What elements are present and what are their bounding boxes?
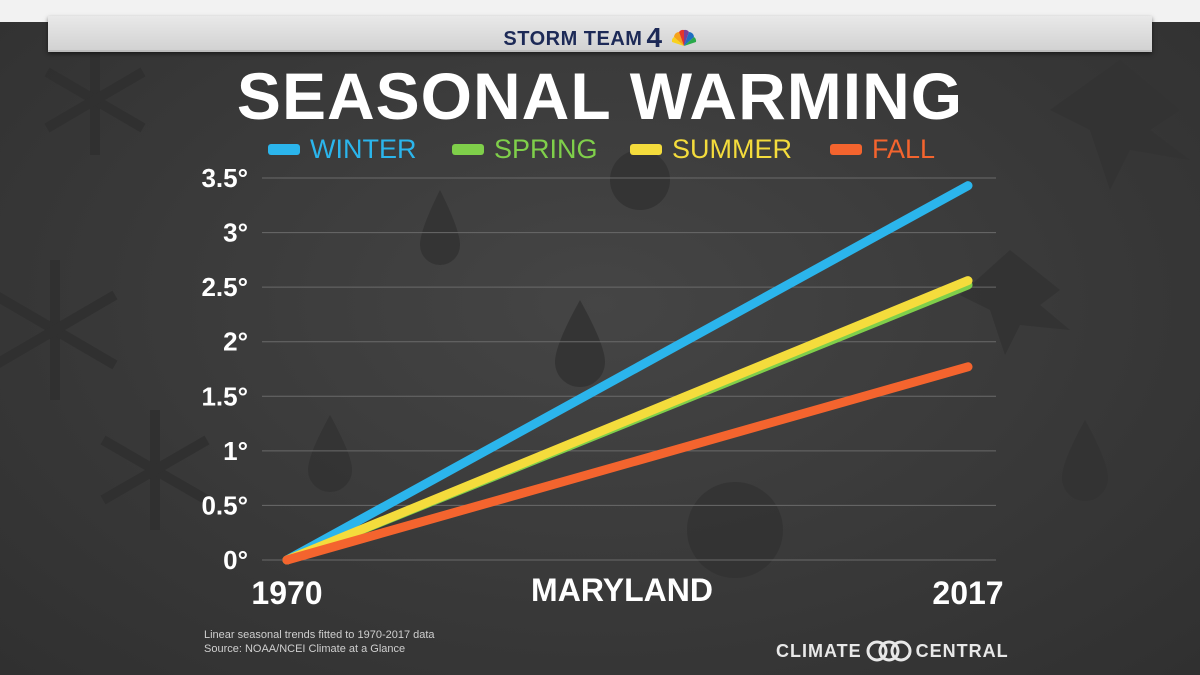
legend-swatch: [268, 144, 300, 155]
y-tick-label: 0.5°: [201, 490, 248, 520]
snowflake-icon: [100, 410, 210, 530]
climate-central-logo: CLIMATE CENTRAL: [776, 640, 1009, 662]
y-tick-label: 3°: [223, 218, 248, 248]
legend-item-summer: SUMMER: [630, 134, 792, 165]
station-banner: STORM TEAM 4: [48, 16, 1152, 54]
sun-icon: [610, 150, 670, 210]
footnote-line-1: Linear seasonal trends fitted to 1970-20…: [204, 629, 435, 641]
legend-label: SPRING: [494, 134, 598, 164]
station-logo: STORM TEAM 4: [48, 22, 1152, 54]
leaf-icon: [960, 250, 1070, 355]
raindrop-icon: [420, 190, 460, 265]
chart-title: SEASONAL WARMING: [236, 59, 964, 133]
legend-swatch: [452, 144, 484, 155]
legend-swatch: [830, 144, 862, 155]
y-tick-label: 0°: [223, 545, 248, 575]
raindrop-icon: [308, 415, 352, 492]
legend-label: FALL: [872, 134, 936, 164]
legend-swatch: [630, 144, 662, 155]
rings-icon: [866, 640, 912, 662]
series-line-winter: [282, 181, 973, 565]
legend-label: SUMMER: [672, 134, 792, 164]
station-number: 4: [646, 22, 663, 53]
legend-item-spring: SPRING: [452, 134, 598, 165]
legend-item-winter: WINTER: [268, 134, 416, 165]
peacock-icon: [671, 29, 696, 46]
y-tick-label: 2.5°: [201, 272, 248, 302]
sun-icon: [687, 482, 783, 578]
y-tick-label: 1.5°: [201, 381, 248, 411]
y-tick-label: 2°: [223, 327, 248, 357]
raindrop-icon: [1062, 420, 1108, 501]
x-tick-label: 2017: [932, 575, 1003, 611]
series-line-summer: [282, 276, 973, 565]
footnote-line-2: Source: NOAA/NCEI Climate at a Glance: [204, 643, 406, 655]
x-tick-label: 1970: [251, 575, 322, 611]
raindrop-icon: [555, 300, 605, 387]
x-axis-title: MARYLAND: [531, 572, 713, 608]
series-line-fall: [282, 362, 973, 565]
brand-left: CLIMATE: [776, 640, 862, 661]
legend: WINTER SPRING SUMMER FALL: [0, 134, 1200, 170]
leaf-icon: [1050, 60, 1190, 190]
y-tick-label: 1°: [223, 436, 248, 466]
legend-label: WINTER: [310, 134, 417, 164]
station-label: STORM TEAM: [503, 28, 643, 50]
y-tick-label: 3.5°: [201, 163, 248, 193]
brand-right: CENTRAL: [915, 640, 1009, 661]
snowflake-icon: [44, 45, 146, 155]
snowflake-icon: [0, 260, 118, 400]
legend-item-fall: FALL: [830, 134, 935, 165]
